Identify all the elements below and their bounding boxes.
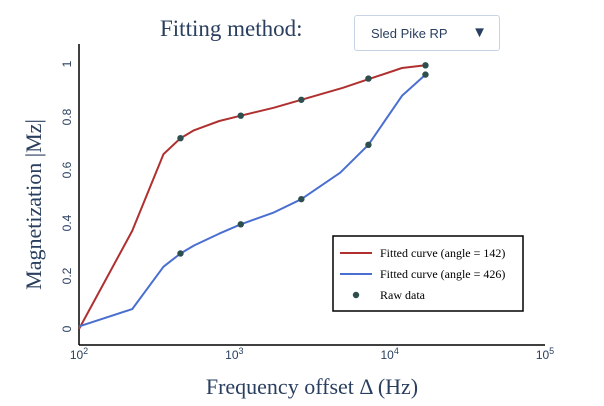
- raw-data-point: [422, 71, 429, 78]
- raw-data-point: [298, 96, 305, 103]
- legend-dot-swatch: [352, 291, 360, 299]
- legend-label: Fitted curve (angle = 426): [380, 267, 505, 281]
- y-tick-label: 0.4: [60, 214, 74, 231]
- raw-data-point: [365, 141, 372, 149]
- fitting-method-label: Fitting method:: [160, 16, 303, 41]
- x-tick-label: 103: [225, 346, 243, 362]
- legend: Fitted curve (angle = 142) Fitted curve (…: [332, 235, 524, 312]
- raw-data-point: [237, 112, 244, 119]
- y-tick-label: 0: [60, 325, 74, 332]
- x-tick-label: 104: [380, 346, 398, 362]
- fitting-method-selected-value: Sled Pike RP: [371, 26, 448, 41]
- raw-data-point: [365, 75, 372, 82]
- tick-labels: 102 103 104 105 0 0.2 0.4 0.6 0.8 1: [60, 60, 554, 362]
- x-axis-title: Frequency offset Δ (Hz): [206, 374, 418, 399]
- raw-data-point: [177, 135, 184, 142]
- chart-axes: [78, 44, 545, 346]
- y-tick-label: 0.6: [60, 161, 74, 178]
- legend-label: Raw data: [380, 288, 426, 302]
- x-tick-label: 105: [536, 346, 554, 362]
- y-tick-label: 1: [60, 60, 74, 67]
- y-tick-label: 0.8: [60, 108, 74, 125]
- x-tick-label: 102: [70, 346, 88, 362]
- y-tick-label: 0.2: [60, 267, 74, 284]
- raw-data-point: [237, 221, 244, 228]
- raw-data-point: [177, 250, 184, 257]
- raw-data-point: [422, 62, 429, 69]
- triangle-down-icon: ▼: [472, 24, 487, 41]
- y-axis-title: Magnetization |Mz|: [21, 119, 46, 290]
- raw-data-point: [298, 195, 305, 203]
- raw-data-points: [177, 62, 429, 257]
- legend-label: Fitted curve (angle = 142): [380, 246, 505, 260]
- fitting-method-dropdown[interactable]: Sled Pike RP ▼: [354, 15, 500, 51]
